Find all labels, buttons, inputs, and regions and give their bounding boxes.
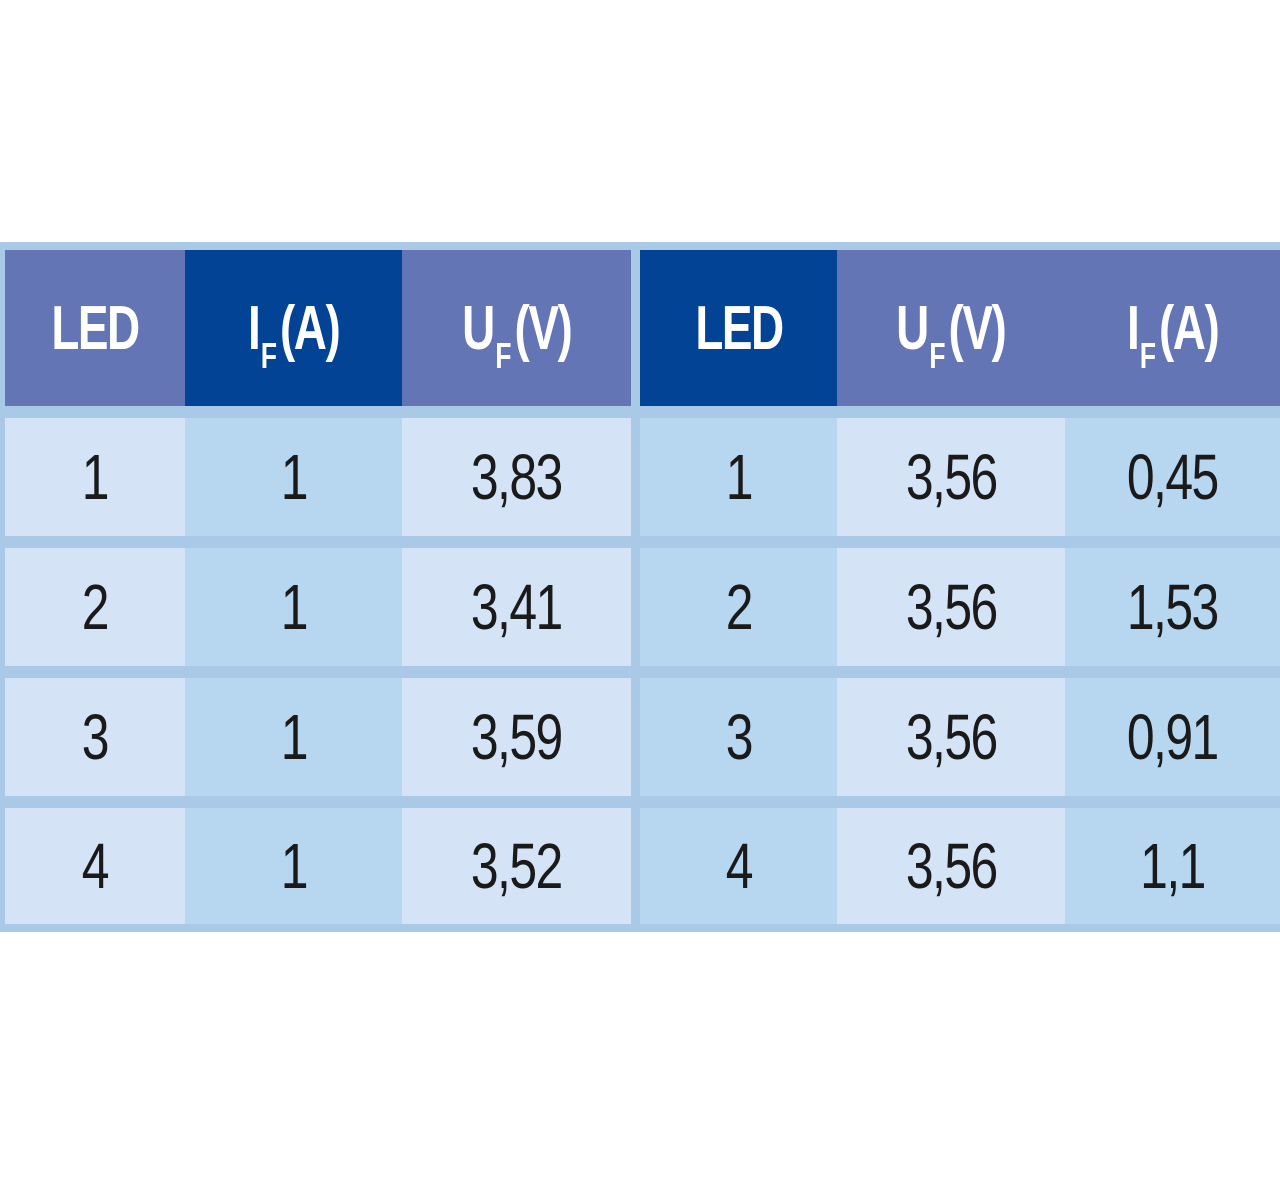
right-header-current: IF(A) <box>1065 250 1280 406</box>
right-cell-voltage: 3,56 <box>837 678 1065 796</box>
right-cell-led: 4 <box>640 808 837 924</box>
left-cell-led: 1 <box>5 418 185 536</box>
right-table-panel: LED UF(V) IF(A) 1 3,56 0,45 2 3,56 1,53 … <box>640 250 1280 924</box>
left-header-current: IF(A) <box>185 250 402 406</box>
right-cell-voltage: 3,56 <box>837 548 1065 666</box>
right-cell-led: 2 <box>640 548 837 666</box>
right-cell-current: 1,1 <box>1065 808 1280 924</box>
left-cell-led: 3 <box>5 678 185 796</box>
left-cell-current: 1 <box>185 678 402 796</box>
right-cell-led: 1 <box>640 418 837 536</box>
left-table-panel: LED IF(A) UF(V) 1 1 3,83 2 1 3,41 3 1 3,… <box>5 250 631 924</box>
right-cell-current: 0,91 <box>1065 678 1280 796</box>
left-cell-led: 2 <box>5 548 185 666</box>
right-cell-voltage: 3,56 <box>837 418 1065 536</box>
led-measurement-table: LED IF(A) UF(V) 1 1 3,83 2 1 3,41 3 1 3,… <box>0 242 1280 932</box>
right-cell-voltage: 3,56 <box>837 808 1065 924</box>
left-header-led: LED <box>5 250 185 406</box>
right-cell-current: 0,45 <box>1065 418 1280 536</box>
left-cell-voltage: 3,52 <box>402 808 631 924</box>
left-header-voltage: UF(V) <box>402 250 631 406</box>
left-cell-voltage: 3,83 <box>402 418 631 536</box>
left-cell-voltage: 3,41 <box>402 548 631 666</box>
right-header-led: LED <box>640 250 837 406</box>
left-cell-voltage: 3,59 <box>402 678 631 796</box>
left-cell-current: 1 <box>185 808 402 924</box>
left-cell-current: 1 <box>185 548 402 666</box>
right-cell-current: 1,53 <box>1065 548 1280 666</box>
left-cell-led: 4 <box>5 808 185 924</box>
left-cell-current: 1 <box>185 418 402 536</box>
right-cell-led: 3 <box>640 678 837 796</box>
right-header-voltage: UF(V) <box>837 250 1065 406</box>
